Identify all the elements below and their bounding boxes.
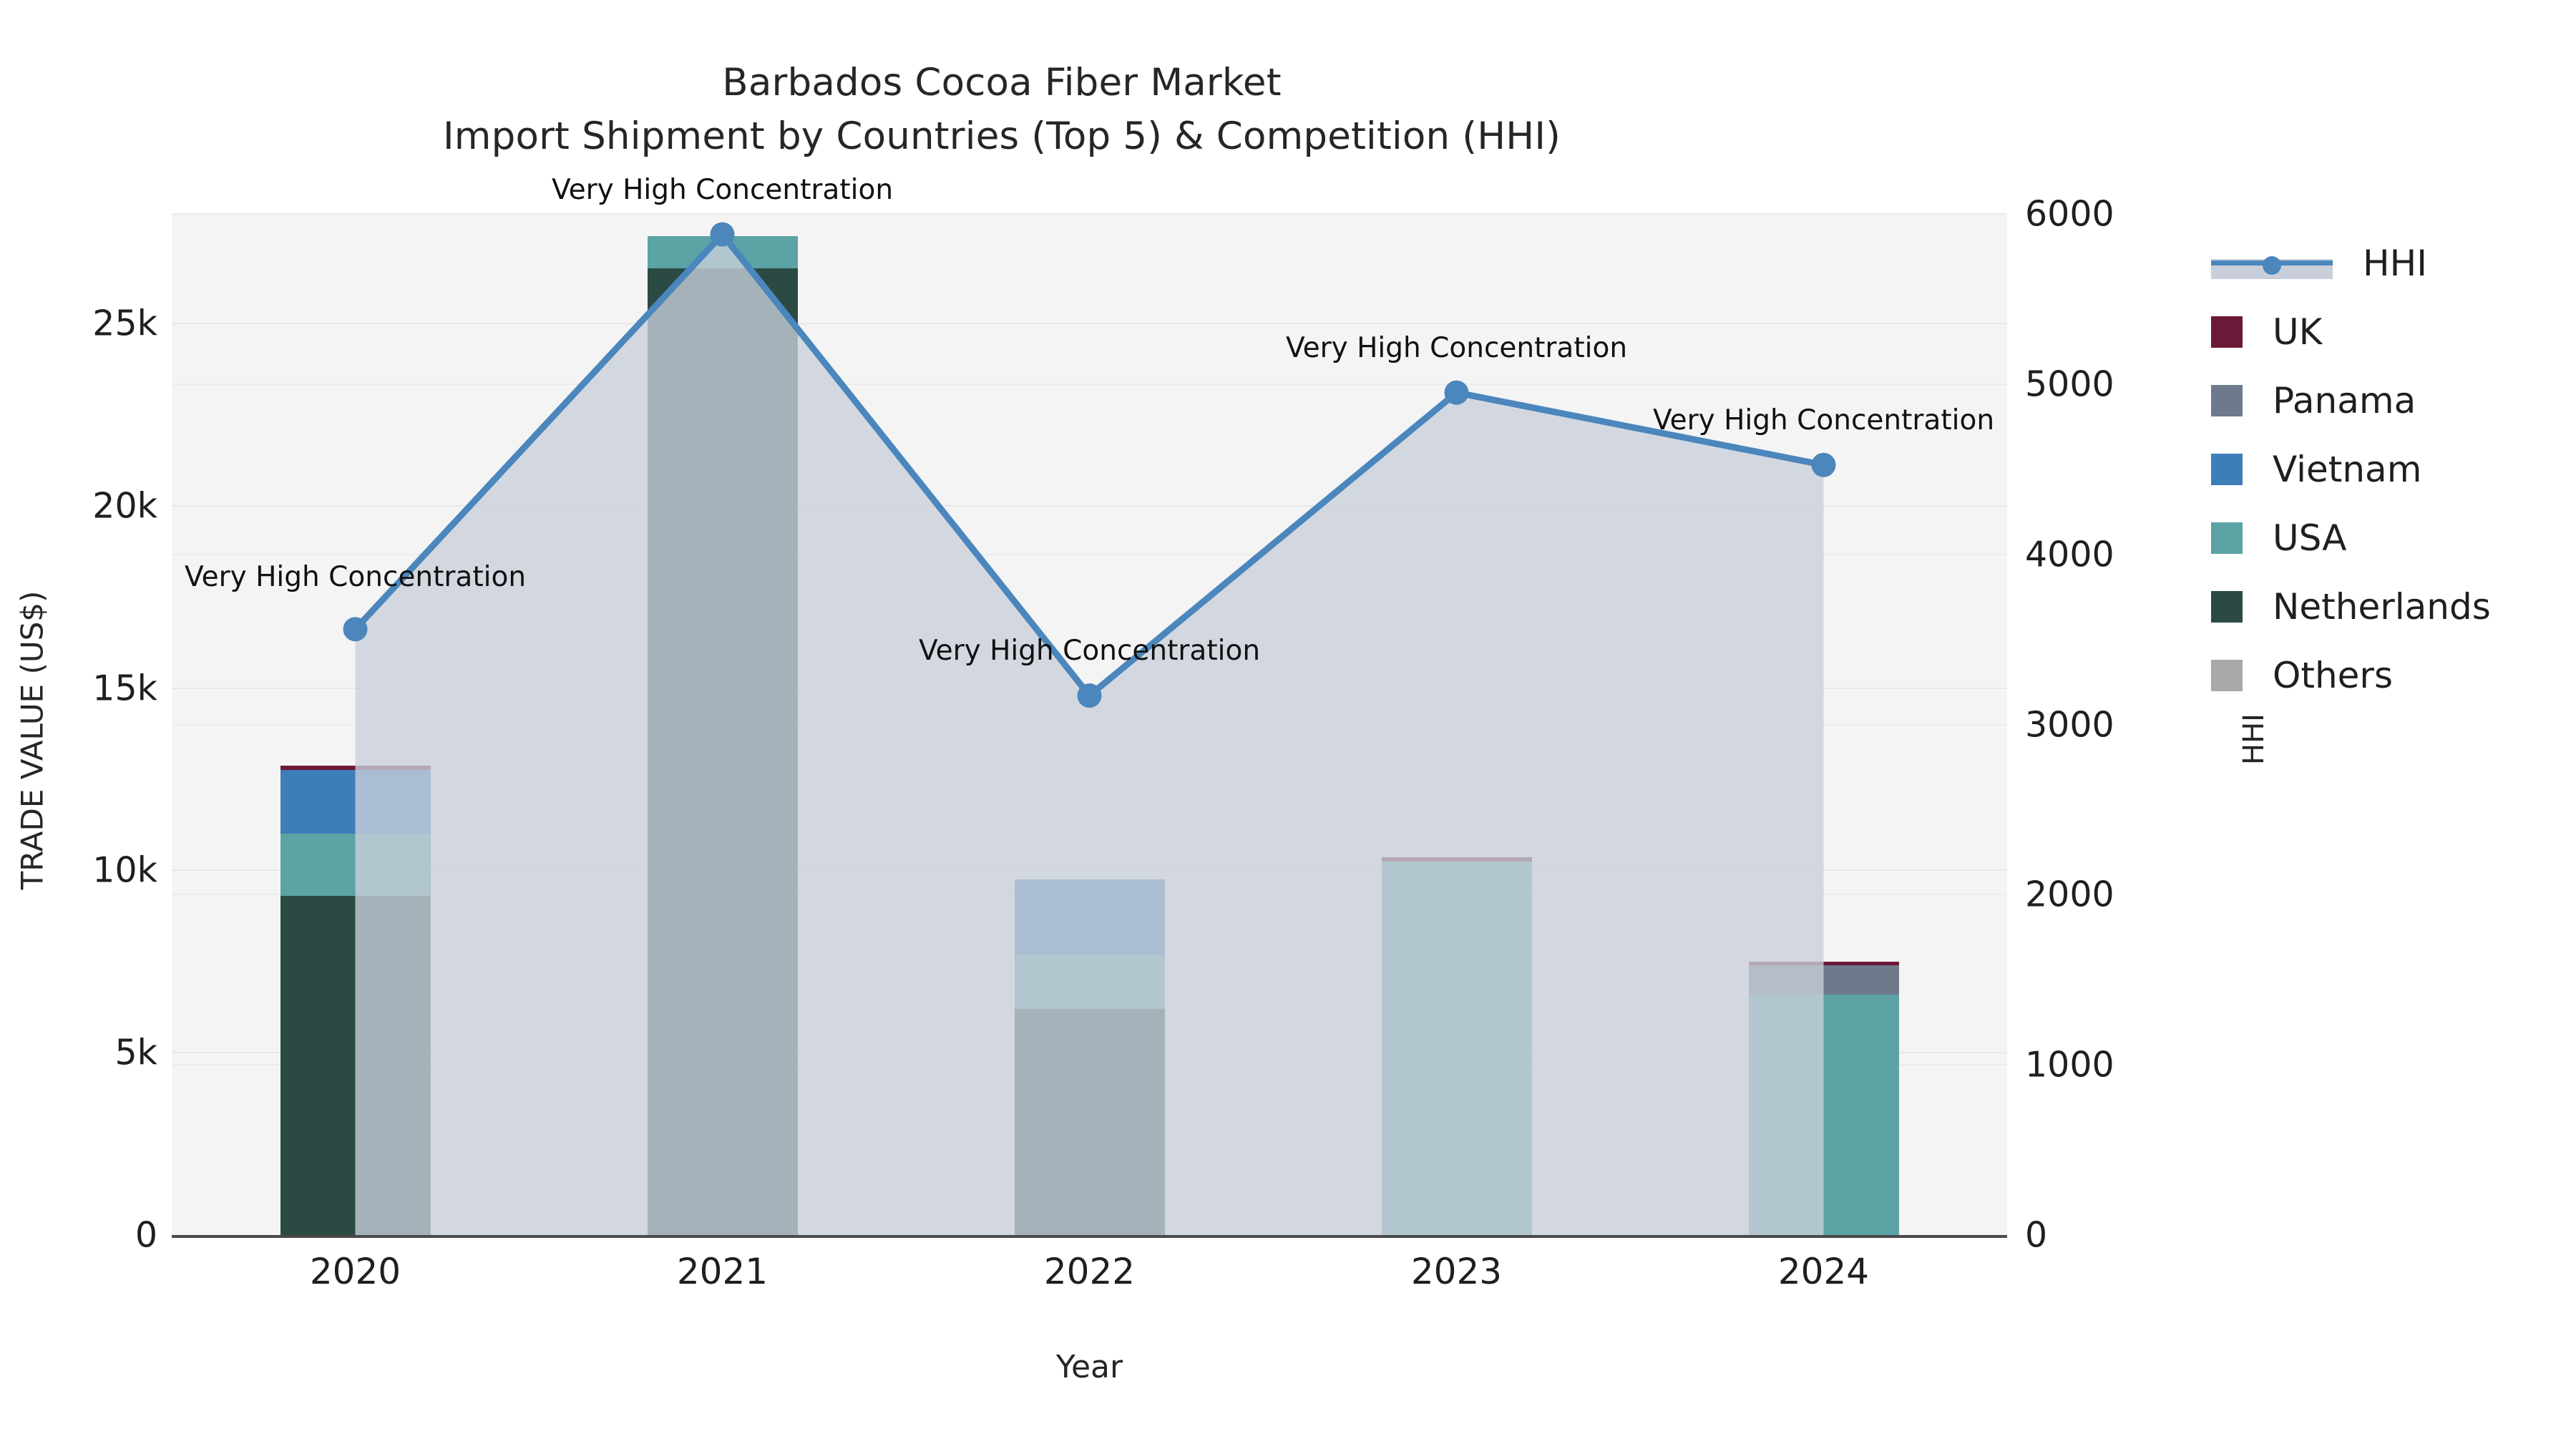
bar-segment-panama[interactable] bbox=[1748, 965, 1899, 995]
annotation-label: Very High Concentration bbox=[1285, 331, 1628, 364]
y-tick-right: 2000 bbox=[2025, 874, 2114, 915]
legend-label: Others bbox=[2273, 655, 2394, 696]
x-tick-2024: 2024 bbox=[1777, 1251, 1870, 1292]
x-tick-2023: 2023 bbox=[1410, 1251, 1503, 1292]
legend-swatch bbox=[2211, 385, 2243, 416]
legend-line-key bbox=[2211, 248, 2333, 279]
legend-item-panama[interactable]: Panama bbox=[2211, 366, 2569, 435]
y-tick-right: 0 bbox=[2025, 1214, 2048, 1256]
bar-segment-usa[interactable] bbox=[280, 834, 431, 897]
gridline-right bbox=[172, 213, 2007, 215]
bar-group[interactable] bbox=[1748, 214, 1899, 1235]
legend-label: Vietnam bbox=[2273, 449, 2422, 490]
bar-segment-uk[interactable] bbox=[1381, 857, 1532, 862]
title-line-2: Import Shipment by Countries (Top 5) & C… bbox=[442, 114, 1561, 159]
title-line-1: Barbados Cocoa Fiber Market bbox=[722, 61, 1282, 104]
legend-label: HHI bbox=[2363, 243, 2427, 284]
legend-item-others[interactable]: Others bbox=[2211, 641, 2569, 710]
legend-marker-dot bbox=[2263, 256, 2281, 275]
y-tick-right: 5000 bbox=[2025, 364, 2114, 405]
legend-label: USA bbox=[2273, 517, 2347, 559]
y-tick-right: 6000 bbox=[2025, 193, 2114, 235]
annotation-label: Very High Concentration bbox=[551, 173, 894, 206]
legend-label: UK bbox=[2273, 311, 2323, 353]
chart-title: Barbados Cocoa Fiber Market Import Shipm… bbox=[0, 56, 2004, 164]
y-tick-left: 20k bbox=[92, 485, 157, 527]
legend-item-netherlands[interactable]: Netherlands bbox=[2134, 572, 2569, 641]
bar-segment-usa[interactable] bbox=[1381, 861, 1532, 1235]
chart-legend: HHI UK Panama Vietnam USA Netherlands Others bbox=[2211, 229, 2569, 710]
bar-segment-vietnam[interactable] bbox=[280, 770, 431, 834]
bar-segment-usa[interactable] bbox=[1748, 994, 1899, 1235]
y-tick-left: 5k bbox=[114, 1032, 157, 1073]
x-tick-2021: 2021 bbox=[676, 1251, 769, 1292]
legend-swatch bbox=[2211, 522, 2243, 554]
bar-segment-usa[interactable] bbox=[647, 235, 798, 269]
y-axis-left-label: TRADE VALUE (US$) bbox=[14, 590, 50, 890]
legend-swatch bbox=[2211, 316, 2243, 348]
annotation-label: Very High Concentration bbox=[184, 561, 527, 594]
x-axis-line bbox=[172, 1235, 2007, 1238]
bar-segment-netherlands[interactable] bbox=[1014, 1009, 1165, 1235]
bar-group[interactable] bbox=[1014, 214, 1165, 1235]
bar-segment-uk[interactable] bbox=[280, 766, 431, 771]
y-tick-left: 15k bbox=[92, 668, 157, 709]
annotation-label: Very High Concentration bbox=[1652, 404, 1995, 436]
legend-swatch bbox=[2211, 591, 2243, 623]
y-tick-right: 4000 bbox=[2025, 534, 2114, 575]
legend-item-usa[interactable]: USA bbox=[2211, 504, 2569, 572]
legend-label: Netherlands bbox=[2273, 586, 2491, 628]
bar-segment-netherlands[interactable] bbox=[280, 896, 431, 1235]
y-tick-right: 3000 bbox=[2025, 704, 2114, 745]
annotation-label: Very High Concentration bbox=[918, 635, 1261, 668]
legend-item-uk[interactable]: UK bbox=[2211, 298, 2569, 366]
legend-swatch bbox=[2211, 660, 2243, 691]
plot-area: Very High Concentration Very High Concent… bbox=[172, 174, 2007, 1236]
y-tick-right: 1000 bbox=[2025, 1044, 2114, 1085]
legend-swatch bbox=[2211, 454, 2243, 485]
y-tick-left: 25k bbox=[92, 303, 157, 344]
bar-group[interactable] bbox=[1381, 214, 1532, 1235]
y-tick-left: 0 bbox=[135, 1214, 157, 1256]
legend-item-hhi[interactable]: HHI bbox=[2211, 229, 2569, 298]
bar-segment-usa[interactable] bbox=[1014, 954, 1165, 1010]
legend-item-vietnam[interactable]: Vietnam bbox=[2211, 435, 2569, 504]
bar-group[interactable] bbox=[280, 214, 431, 1235]
legend-label: Panama bbox=[2273, 380, 2416, 421]
bar-segment-uk[interactable] bbox=[1748, 962, 1899, 965]
x-tick-2022: 2022 bbox=[1043, 1251, 1136, 1292]
bar-segment-netherlands[interactable] bbox=[647, 268, 798, 1235]
x-axis-label: Year bbox=[1055, 1349, 1123, 1385]
bar-segment-vietnam[interactable] bbox=[1014, 879, 1165, 955]
x-tick-2020: 2020 bbox=[309, 1251, 401, 1292]
y-tick-left: 10k bbox=[92, 849, 157, 891]
bar-group[interactable] bbox=[647, 214, 798, 1235]
